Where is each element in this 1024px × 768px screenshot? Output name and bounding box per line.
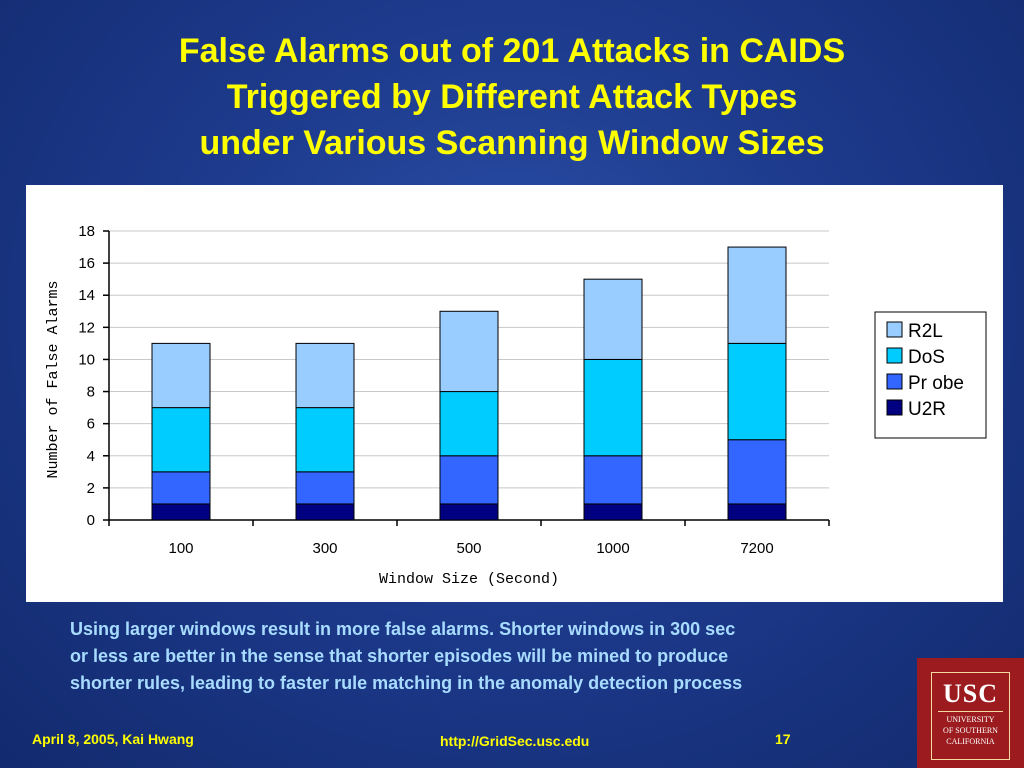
legend-swatch — [886, 399, 903, 416]
logo-line-2: OF SOUTHERN — [943, 726, 998, 735]
legend-label: R2L — [908, 321, 943, 342]
y-tick-label: 8 — [87, 384, 95, 401]
usc-logo-border: USC UNIVERSITY OF SOUTHERN CALIFORNIA — [931, 672, 1010, 760]
legend-label: DoS — [908, 347, 945, 368]
x-axis-title: Window Size (Second) — [379, 571, 559, 588]
legend-swatch — [886, 347, 903, 364]
bar-segment-r2l — [295, 342, 355, 409]
bar-segment-r2l — [439, 310, 499, 393]
legend-label: Pr obe — [908, 373, 964, 394]
bar-segment-probe — [439, 455, 499, 505]
bar-segment-dos — [439, 391, 499, 457]
y-tick-label: 14 — [78, 287, 95, 304]
bar-segment-dos — [727, 342, 787, 441]
bar-segment-dos — [295, 407, 355, 473]
caption-line-1: Using larger windows result in more fals… — [70, 619, 736, 639]
x-tick-label: 1000 — [596, 540, 629, 557]
slide-caption: Using larger windows result in more fals… — [70, 616, 940, 697]
bar-segment-r2l — [727, 246, 787, 344]
legend-label: U2R — [908, 399, 946, 420]
bar-segment-u2r — [727, 503, 787, 521]
x-tick-label: 300 — [312, 540, 337, 557]
bar-segment-r2l — [151, 342, 211, 409]
x-tick-label: 100 — [168, 540, 193, 557]
logo-abbrev: USC — [942, 679, 998, 708]
usc-logo: USC UNIVERSITY OF SOUTHERN CALIFORNIA — [917, 658, 1024, 768]
slide-title: False Alarms out of 201 Attacks in CAIDS… — [0, 28, 1024, 166]
chart-panel: 0 2 4 6 8 10 12 14 16 18 100 300 500 1000 7200 Window S… — [26, 185, 1003, 602]
x-tick-label: 500 — [456, 540, 481, 557]
bar-segment-probe — [295, 471, 355, 505]
y-tick-label: 18 — [78, 223, 95, 240]
title-line-1: False Alarms out of 201 Attacks in CAIDS — [178, 32, 846, 70]
footer-url-link[interactable]: http://GridSec.usc.edu — [440, 733, 590, 749]
bar-segment-u2r — [295, 503, 355, 521]
bar-segment-u2r — [583, 503, 643, 521]
logo-line-1: UNIVERSITY — [946, 715, 995, 724]
y-tick-label: 6 — [87, 416, 95, 433]
bar-segment-dos — [583, 358, 643, 457]
caption-line-2: or less are better in the sense that sho… — [70, 646, 729, 666]
caption-line-3: shorter rules, leading to faster rule ma… — [70, 673, 743, 693]
title-line-2: Triggered by Different Attack Types — [226, 78, 798, 116]
y-tick-label: 16 — [78, 255, 95, 272]
legend-swatch — [886, 321, 903, 338]
bar-segment-r2l — [583, 278, 643, 360]
y-tick-label: 4 — [87, 448, 95, 465]
bar-segment-probe — [583, 455, 643, 505]
bar-segment-dos — [151, 407, 211, 473]
y-tick-label: 10 — [78, 351, 95, 368]
y-tick-label: 2 — [87, 480, 95, 497]
stacked-bar-chart: 0 2 4 6 8 10 12 14 16 18 100 300 500 1000 7200 Window S… — [45, 223, 987, 588]
x-tick-label: 7200 — [740, 540, 773, 557]
logo-line-3: CALIFORNIA — [946, 737, 995, 746]
page-number: 17 — [775, 731, 791, 747]
legend-swatch — [886, 373, 903, 390]
bar-segment-probe — [151, 471, 211, 505]
y-tick-label: 12 — [78, 319, 95, 336]
title-line-3: under Various Scanning Window Sizes — [199, 124, 825, 162]
y-tick-label: 0 — [87, 512, 95, 529]
footer-date-author: April 8, 2005, Kai Hwang — [32, 731, 194, 747]
bar-segment-probe — [727, 439, 787, 505]
logo-rule — [938, 711, 1003, 712]
y-axis-title: Number of False Alarms — [45, 280, 62, 478]
bar-segment-u2r — [439, 503, 499, 521]
bar-segment-u2r — [151, 503, 211, 521]
